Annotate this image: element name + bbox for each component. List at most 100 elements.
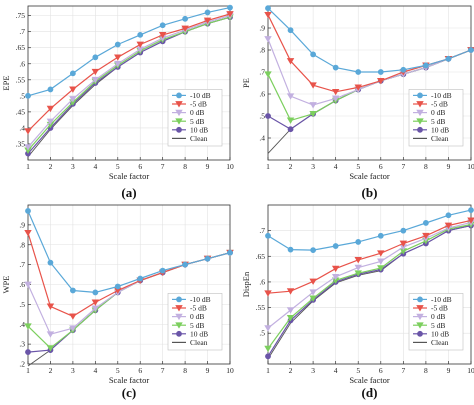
legend-marker <box>175 313 183 321</box>
data-point <box>227 249 233 256</box>
data-point <box>25 349 31 355</box>
legend-label: Clean <box>431 338 449 347</box>
legend-entry: 5 dB <box>172 117 204 126</box>
data-point <box>287 27 294 34</box>
legend-entry: 10 dB <box>172 125 208 134</box>
data-point <box>226 11 234 18</box>
data-point <box>25 92 31 99</box>
data-point <box>444 222 453 229</box>
y-tick-label: .5 <box>259 112 265 121</box>
legend-entry: 0 dB <box>413 108 445 117</box>
data-point <box>114 41 121 48</box>
y-tick-label: .8 <box>259 46 265 55</box>
data-point <box>69 287 76 294</box>
data-point <box>137 31 144 38</box>
legend-label: 5 dB <box>431 117 445 126</box>
data-point <box>69 86 77 93</box>
legend-marker <box>416 101 424 108</box>
x-tick-label: 9 <box>206 366 210 375</box>
y-tick-label: .6 <box>259 277 265 286</box>
legend-entry: -10 dB <box>172 91 211 100</box>
y-tick-label: .9 <box>19 220 25 229</box>
legend-label: -10 dB <box>431 91 452 100</box>
series-line <box>267 209 472 251</box>
series-line <box>267 14 472 93</box>
series-line <box>267 219 472 294</box>
legend-marker <box>175 118 183 125</box>
series-line <box>267 224 472 357</box>
x-tick-label: 1 <box>266 162 270 171</box>
series-line <box>27 210 231 294</box>
legend-label: -5 dB <box>190 100 207 109</box>
x-tick-label: 4 <box>93 366 97 375</box>
x-tick-label: 5 <box>116 162 120 171</box>
series-minus10dB <box>25 4 233 99</box>
data-point <box>264 325 272 332</box>
legend-marker <box>416 313 424 321</box>
legend-entry: 10 dB <box>413 329 449 338</box>
data-point <box>91 68 100 76</box>
data-point <box>265 113 271 119</box>
data-point <box>46 331 55 338</box>
data-point <box>204 255 211 262</box>
y-tick-label: .75 <box>16 11 26 20</box>
chart-panel-3: 1 2 3 4 5 6 7 8 9 10 .2 .3 .4 .5 .6 .7 .8 .9 Scale factor W… <box>1 204 234 400</box>
x-tick-label: 6 <box>138 162 142 171</box>
legend-label: 0 dB <box>190 108 204 117</box>
x-tick-label: 7 <box>401 162 405 171</box>
x-tick-label: 6 <box>379 366 383 375</box>
legend-entry: Clean <box>172 338 208 347</box>
data-point <box>377 232 384 239</box>
data-point <box>310 51 317 58</box>
data-point <box>309 289 317 296</box>
data-point <box>46 345 55 352</box>
data-point <box>24 144 32 151</box>
data-point <box>46 105 55 113</box>
data-point <box>114 54 122 61</box>
y-tick-label: .2 <box>19 360 25 369</box>
series-line <box>27 7 231 97</box>
legend-entry: -10 dB <box>413 91 452 100</box>
panel-caption: (c) <box>122 385 136 400</box>
plot-frame <box>267 204 472 365</box>
data-point <box>331 273 340 281</box>
legend-label: 0 dB <box>431 312 445 321</box>
legend-box <box>167 89 223 147</box>
data-point <box>332 243 339 249</box>
y-axis-label: EPE <box>1 75 11 90</box>
y-tick-label: .8 <box>19 240 25 249</box>
legend-marker <box>175 101 183 108</box>
y-axis-label: DispEn <box>241 271 251 297</box>
data-point <box>399 240 408 247</box>
data-point <box>265 5 271 12</box>
x-axis-label: Scale factor <box>349 171 390 181</box>
data-point <box>92 54 99 61</box>
legend-entry: 0 dB <box>413 312 445 321</box>
data-point <box>287 126 294 133</box>
y-tick-label: .3 <box>19 340 25 349</box>
legend-entry: 5 dB <box>413 321 445 330</box>
series-minus10dB <box>265 5 474 75</box>
legend-marker <box>175 322 183 329</box>
data-point <box>377 250 385 257</box>
series-line <box>267 38 472 106</box>
legend-label: -5 dB <box>431 304 448 313</box>
data-point <box>377 69 384 75</box>
x-axis-label: Scale factor <box>109 171 150 181</box>
legend-entry: -10 dB <box>172 295 211 304</box>
data-point <box>264 71 272 78</box>
data-point <box>159 267 166 274</box>
data-point <box>91 76 100 84</box>
x-tick-label: 3 <box>311 366 315 375</box>
plot-frame <box>267 5 472 161</box>
y-tick-label: .55 <box>256 303 266 312</box>
plot-frame <box>27 5 231 161</box>
legend-box <box>408 89 464 147</box>
y-tick-label: .5 <box>19 91 25 100</box>
y-tick-label: .7 <box>259 226 265 235</box>
x-tick-label: 3 <box>71 162 75 171</box>
data-point <box>331 265 340 273</box>
data-point <box>355 239 362 245</box>
data-point <box>286 288 295 295</box>
series-line <box>27 13 231 132</box>
